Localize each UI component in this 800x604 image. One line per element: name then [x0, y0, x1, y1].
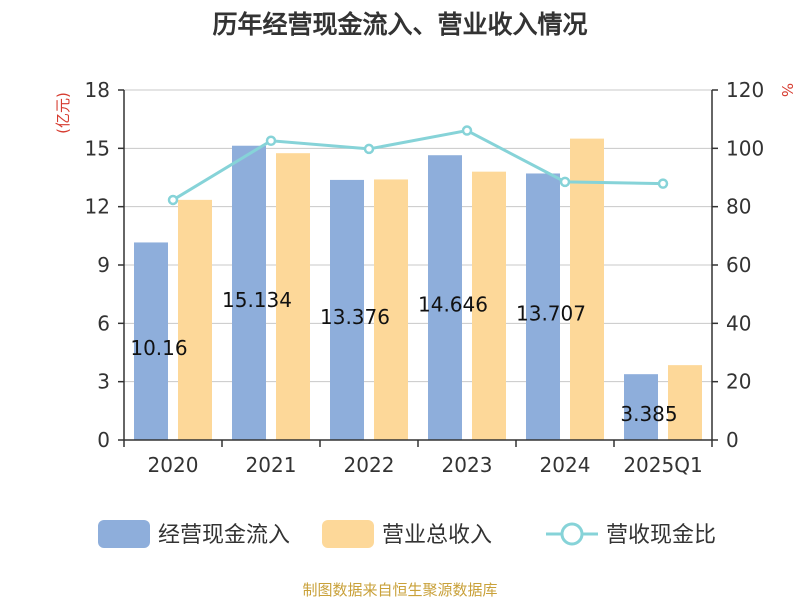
bar-operating-cash-inflow-2023: [428, 155, 462, 440]
data-label: 14.646: [418, 293, 488, 317]
legend-label: 经营现金流入: [158, 523, 290, 548]
data-label: 13.707: [516, 302, 586, 326]
bar-total-revenue-2020: [178, 199, 212, 440]
source-note: 制图数据来自恒生聚源数据库: [302, 581, 497, 599]
line-layer: [167, 125, 669, 206]
bar-operating-cash-inflow-2020: [134, 242, 168, 440]
right-tick-label: 80: [726, 195, 751, 219]
line-point-2021: [265, 135, 277, 146]
bar-operating-cash-inflow-2025Q1: [624, 374, 658, 440]
left-tick-label: 18: [85, 78, 110, 102]
data-label: 13.376: [320, 305, 390, 329]
bar-operating-cash-inflow-2022: [330, 179, 364, 440]
legend-swatch-marker: [560, 522, 584, 546]
left-tick-label: 0: [97, 428, 110, 452]
legend-swatch-1: [322, 520, 374, 548]
x-tick-label: 2024: [540, 453, 591, 477]
legend: 经营现金流入 营业总收入 营收现金比: [98, 520, 716, 548]
left-tick-label: 12: [85, 195, 110, 219]
left-axis-unit: (亿元): [54, 92, 72, 134]
axes-layer: 0 3 6 9 12 15 18 0 20 40 60 80 100 120 2020 2021 2022 202…: [85, 78, 765, 477]
data-label: 15.134: [222, 288, 292, 312]
line-point-2025Q1: [657, 178, 669, 189]
line-point-2022: [363, 143, 375, 155]
right-axis-unit: %: [778, 83, 796, 97]
left-tick-label: 15: [85, 136, 110, 160]
line-point-2024: [559, 176, 571, 188]
right-tick-label: 40: [726, 311, 751, 335]
x-tick-label: 2022: [344, 453, 395, 477]
data-labels-layer: 10.16 15.134 13.376 14.646 13.707 3.385: [130, 288, 677, 426]
bar-total-revenue-2024: [570, 138, 604, 440]
bar-total-revenue-2022: [374, 179, 408, 440]
left-tick-label: 3: [97, 370, 110, 394]
line-point-2023: [461, 125, 473, 136]
data-label: 10.16: [130, 336, 187, 360]
chart-title: 历年经营现金流入、营业收入情况: [212, 10, 587, 39]
right-tick-label: 0: [726, 428, 739, 452]
grid-lines: [124, 89, 712, 441]
x-tick-label: 2020: [148, 453, 199, 477]
bar-total-revenue-2023: [472, 171, 506, 440]
bar-operating-cash-inflow-2021: [232, 145, 266, 440]
line-ratio-series: [172, 128, 664, 202]
right-tick-label: 60: [726, 253, 751, 277]
right-tick-label: 120: [726, 78, 764, 102]
legend-label: 营业总收入: [382, 523, 492, 548]
left-tick-label: 6: [97, 311, 110, 335]
right-tick-label: 100: [726, 136, 764, 160]
x-tick-label: 2025Q1: [623, 453, 702, 477]
x-tick-label: 2023: [442, 453, 493, 477]
x-tick-label: 2021: [246, 453, 297, 477]
left-tick-label: 9: [97, 253, 110, 277]
bar-total-revenue-2025Q1: [668, 365, 702, 440]
line-point-2020: [167, 194, 179, 206]
data-label: 3.385: [620, 402, 677, 426]
legend-label: 营收现金比: [606, 523, 716, 548]
right-tick-label: 20: [726, 370, 751, 394]
bar-operating-cash-inflow-2024: [526, 173, 560, 440]
bars-layer: [134, 138, 702, 440]
bar-total-revenue-2021: [276, 153, 310, 440]
legend-swatch-0: [98, 520, 150, 548]
